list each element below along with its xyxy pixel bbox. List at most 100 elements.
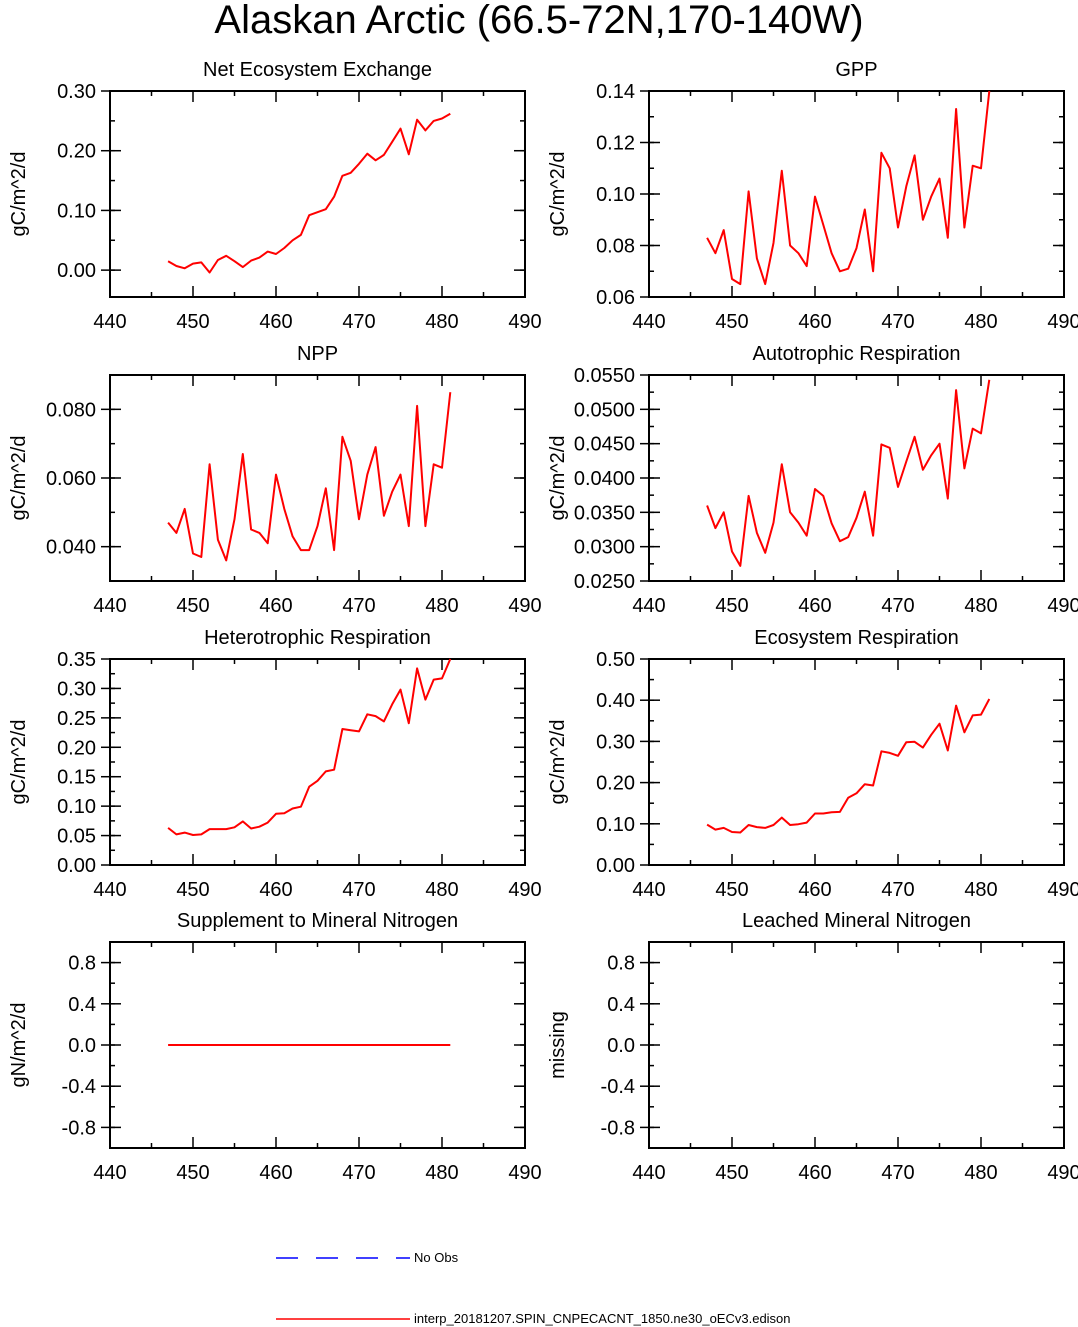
x-tick-label: 460: [259, 311, 292, 333]
x-tick-label: 450: [176, 595, 209, 617]
x-tick-label: 480: [964, 311, 997, 333]
x-tick-label: 480: [964, 1162, 997, 1184]
y-tick-label: 0.40: [596, 690, 635, 712]
chart-title: Supplement to Mineral Nitrogen: [177, 910, 458, 932]
plot-frame: [648, 374, 1065, 582]
plot-frame: [648, 941, 1065, 1149]
y-axis-label: gC/m^2/d: [547, 720, 569, 805]
x-tick-label: 460: [259, 595, 292, 617]
series-line: [706, 90, 991, 286]
x-tick-label: 490: [508, 311, 541, 333]
x-tick-label: 450: [176, 1162, 209, 1184]
y-tick-label: 0.0: [607, 1035, 635, 1057]
y-tick-label: 0.080: [46, 399, 96, 421]
y-tick-label: 0.10: [57, 200, 96, 222]
x-tick-label: 480: [964, 879, 997, 901]
y-tick-label: 0.05: [57, 826, 96, 848]
x-tick-label: 470: [881, 595, 914, 617]
chart-panel-1: Net Ecosystem Exchange gC/m^2/d 440 450 460 4…: [8, 59, 542, 333]
x-tick-label: 450: [715, 879, 748, 901]
y-tick-label: 0.0450: [574, 434, 635, 456]
chart-panel-8: Leached Mineral Nitrogen missing 440 450 460…: [547, 910, 1078, 1184]
plot-frame: [109, 658, 526, 866]
chart-panel-7: Supplement to Mineral Nitrogen gN/m^2/d 44…: [8, 910, 542, 1184]
y-tick-label: 0.4: [607, 994, 635, 1016]
plot-frame: [109, 90, 526, 298]
y-tick-label: 0.10: [596, 184, 635, 206]
x-tick-label: 490: [1047, 595, 1078, 617]
x-tick-label: 490: [508, 1162, 541, 1184]
x-tick-label: 490: [1047, 1162, 1078, 1184]
y-tick-label: 0.30: [57, 678, 96, 700]
chart-panel-3: NPP gC/m^2/d 440 450 460 470 480 490 0.040 0.060 0…: [8, 343, 542, 617]
x-tick-label: 470: [342, 879, 375, 901]
x-tick-label: 460: [259, 1162, 292, 1184]
x-tick-label: 490: [1047, 879, 1078, 901]
y-tick-label: 0.10: [57, 796, 96, 818]
chart-panel-5: Heterotrophic Respiration gC/m^2/d 440 450 4…: [8, 627, 542, 901]
x-tick-label: 440: [632, 595, 665, 617]
x-tick-label: 470: [881, 1162, 914, 1184]
y-tick-label: -0.4: [601, 1076, 635, 1098]
y-tick-label: 0.0300: [574, 537, 635, 559]
y-axis-label: gC/m^2/d: [8, 720, 30, 805]
series-line: [167, 112, 451, 274]
plot-frame: [648, 90, 1065, 298]
chart-panels: Net Ecosystem Exchange gC/m^2/d 440 450 460 4…: [8, 59, 1078, 1184]
y-tick-label: 0.00: [596, 855, 635, 877]
y-tick-label: 0.0: [68, 1035, 96, 1057]
legend: No Obs interp_20181207.SPIN_CNPECACNT_18…: [276, 1250, 791, 1326]
chart-title: Ecosystem Respiration: [754, 627, 959, 649]
chart-panel-6: Ecosystem Respiration gC/m^2/d 440 450 460 47…: [547, 627, 1078, 901]
x-tick-label: 450: [715, 595, 748, 617]
series-line: [167, 392, 452, 562]
x-tick-label: 460: [798, 1162, 831, 1184]
y-tick-label: 0.12: [596, 133, 635, 155]
y-tick-label: 0.060: [46, 468, 96, 490]
y-axis-label: gN/m^2/d: [8, 1003, 30, 1088]
x-tick-label: 470: [342, 1162, 375, 1184]
x-tick-label: 480: [425, 879, 458, 901]
x-tick-label: 490: [508, 879, 541, 901]
x-tick-label: 460: [259, 879, 292, 901]
y-tick-label: 0.8: [607, 953, 635, 975]
y-tick-label: 0.30: [596, 731, 635, 753]
y-tick-label: 0.0250: [574, 571, 635, 593]
y-axis-label: gC/m^2/d: [547, 436, 569, 521]
y-tick-label: 0.50: [596, 649, 635, 671]
y-tick-label: 0.040: [46, 537, 96, 559]
y-axis-label: gC/m^2/d: [8, 436, 30, 521]
y-tick-label: 0.00: [57, 260, 96, 282]
y-tick-label: 0.15: [57, 767, 96, 789]
y-tick-label: 0.0550: [574, 365, 635, 387]
legend-obs-label: No Obs: [414, 1250, 459, 1265]
y-tick-label: 0.0500: [574, 399, 635, 421]
x-tick-label: 440: [93, 595, 126, 617]
chart-title: NPP: [297, 343, 338, 365]
chart-title: Heterotrophic Respiration: [204, 627, 431, 649]
y-axis-label: gC/m^2/d: [547, 152, 569, 237]
y-tick-label: 0.8: [68, 953, 96, 975]
legend-model-label: interp_20181207.SPIN_CNPECACNT_1850.ne30…: [414, 1311, 791, 1326]
x-tick-label: 480: [425, 595, 458, 617]
x-tick-label: 440: [93, 1162, 126, 1184]
plot-frame: [648, 658, 1065, 866]
x-tick-label: 450: [715, 311, 748, 333]
x-tick-label: 490: [1047, 311, 1078, 333]
x-tick-label: 460: [798, 595, 831, 617]
y-tick-label: 0.20: [57, 737, 96, 759]
x-tick-label: 440: [93, 879, 126, 901]
y-axis-label: gC/m^2/d: [8, 152, 30, 237]
y-axis-label: missing: [547, 1011, 569, 1079]
y-tick-label: 0.0350: [574, 502, 635, 524]
x-tick-label: 480: [425, 1162, 458, 1184]
y-tick-label: -0.8: [62, 1117, 96, 1139]
x-tick-label: 440: [93, 311, 126, 333]
y-tick-label: 0.20: [596, 773, 635, 795]
x-tick-label: 440: [632, 1162, 665, 1184]
y-tick-label: 0.00: [57, 855, 96, 877]
y-tick-label: -0.8: [601, 1117, 635, 1139]
chart-title: GPP: [835, 59, 877, 81]
page-title: Alaskan Arctic (66.5-72N,170-140W): [214, 0, 864, 42]
y-tick-label: 0.14: [596, 81, 635, 103]
